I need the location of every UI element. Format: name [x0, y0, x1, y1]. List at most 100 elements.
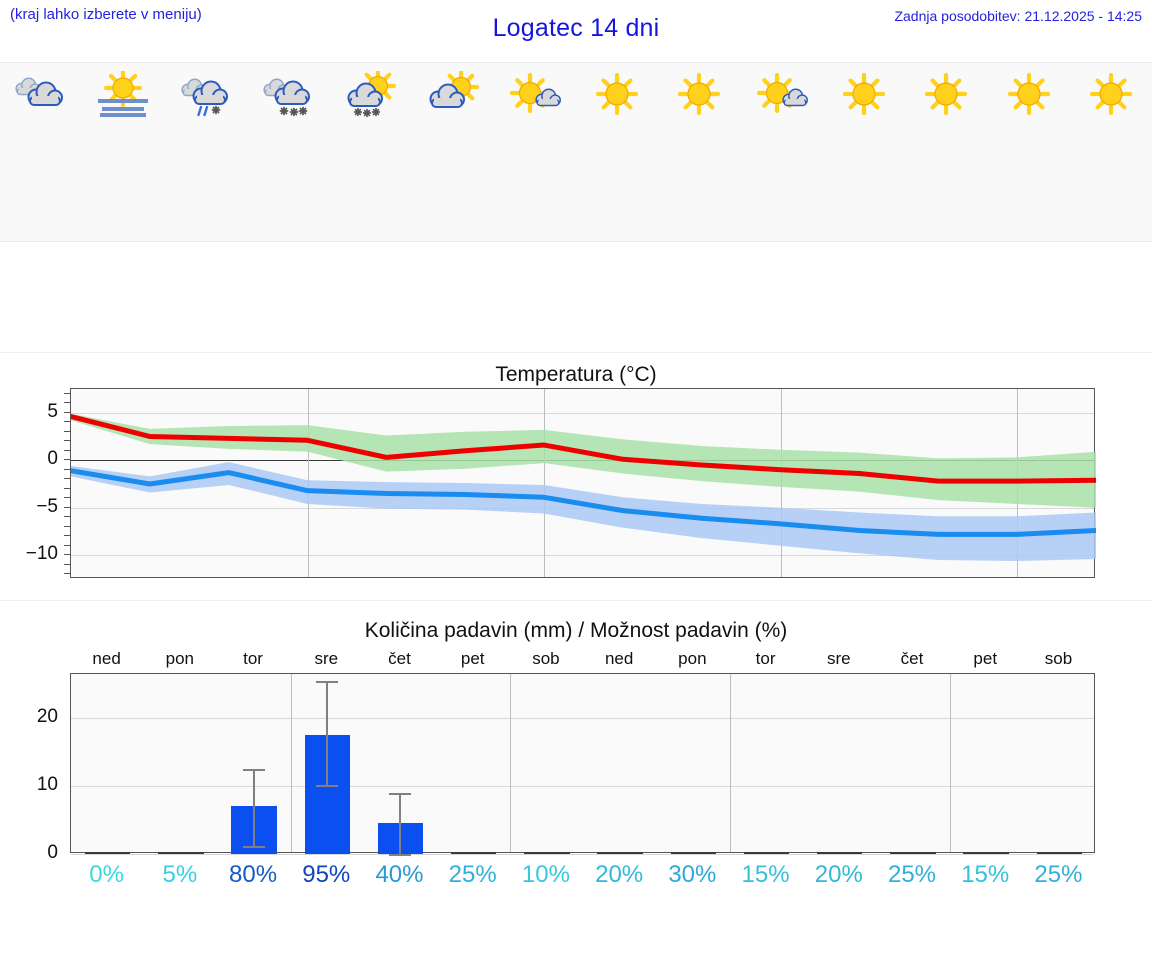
y-axis-tick-mark — [64, 411, 70, 413]
precipitation-probability: 80% — [229, 861, 278, 888]
precipitation-day-label: tor — [755, 649, 776, 668]
gridline-horizontal — [71, 412, 1094, 414]
error-bar-cap — [243, 769, 266, 772]
precipitation-bar-zero — [963, 852, 1009, 854]
precipitation-bar-zero — [1036, 852, 1083, 854]
gridline-vertical — [290, 674, 292, 852]
precipitation-probability: 15% — [741, 861, 790, 888]
precipitation-plot-area — [70, 673, 1095, 856]
sun-icon — [662, 71, 736, 119]
precipitation-probability: 25% — [1034, 861, 1083, 888]
precipitation-probability: 95% — [302, 861, 351, 888]
day-column[interactable] — [0, 63, 82, 241]
precipitation-day-label: pet — [460, 649, 485, 668]
sun-icon — [827, 71, 901, 119]
gridline-horizontal — [71, 718, 1094, 720]
y-axis-tick-label: −5 — [36, 495, 58, 517]
cloud-rain-snow-icon — [169, 71, 243, 119]
gridline-vertical — [949, 674, 951, 852]
gridline-vertical — [510, 674, 512, 852]
precipitation-day-label: pon — [165, 649, 195, 668]
y-axis-tick-mark — [64, 525, 70, 527]
precipitation-day-labels: ned pon tor sre čet pet sob ned pon tor sre čet pet s… — [0, 649, 1152, 669]
precipitation-day-label: ned — [604, 649, 634, 668]
y-axis-tick-label: 10 — [36, 774, 58, 796]
temperature-plot-area — [70, 388, 1096, 578]
y-axis-tick-mark — [64, 487, 70, 489]
day-column[interactable] — [165, 63, 247, 241]
menu-hint-text: (kraj lahko izberete v meniju) — [10, 6, 202, 23]
day-column[interactable] — [329, 63, 411, 241]
y-axis-tick-mark — [64, 563, 70, 565]
gridline-horizontal — [71, 786, 1094, 788]
y-axis-tick-mark — [64, 573, 70, 575]
y-axis-tick-mark — [64, 478, 70, 480]
temperature-chart-panel: Temperatura (°C) 50−5−10 © vreme.us & vr… — [0, 352, 1152, 840]
precipitation-bar-zero — [670, 852, 717, 854]
precipitation-bar-zero — [158, 852, 204, 854]
y-axis-tick-label: −10 — [25, 543, 58, 565]
precipitation-probability: 30% — [668, 861, 717, 888]
precipitation-probability-row: 0% 5% 80% 95% 40% 25% 10% 20% 30% 15% 20% 25% 15% 25% — [0, 861, 1152, 889]
precipitation-day-label: čet — [900, 649, 924, 668]
day-column[interactable] — [82, 63, 164, 241]
precipitation-bar-zero — [524, 852, 570, 854]
page-title: Logatec 14 dni — [492, 14, 660, 42]
day-column[interactable] — [823, 63, 905, 241]
y-axis-tick-mark — [64, 421, 70, 423]
error-bar-cap — [389, 792, 412, 795]
error-bar — [399, 792, 402, 854]
precipitation-bar-zero — [890, 852, 936, 854]
y-axis-tick-label: 20 — [36, 706, 58, 728]
cloudy-icon — [4, 71, 78, 119]
y-axis-tick-mark — [64, 430, 70, 432]
day-column[interactable] — [905, 63, 987, 241]
day-column[interactable] — [247, 63, 329, 241]
precipitation-probability: 20% — [595, 861, 644, 888]
cloud-snow-icon — [251, 71, 325, 119]
precipitation-probability: 15% — [961, 861, 1010, 888]
precipitation-bar-zero — [450, 852, 497, 854]
y-axis-tick-mark — [64, 449, 70, 451]
error-bar — [253, 769, 256, 846]
sun-icon — [1074, 71, 1148, 119]
precipitation-day-label: ned — [92, 649, 121, 668]
error-bar-cap — [316, 680, 339, 683]
sun-cloud-icon — [416, 71, 490, 119]
day-column[interactable] — [494, 63, 576, 241]
precipitation-bar-zero — [597, 852, 643, 854]
day-column[interactable] — [658, 63, 740, 241]
day-column[interactable] — [987, 63, 1069, 241]
y-axis-tick-mark — [64, 459, 70, 461]
precipitation-probability: 40% — [375, 861, 424, 888]
temperature-chart-title: Temperatura (°C) — [495, 363, 657, 386]
sun-fog-icon — [86, 71, 160, 119]
precipitation-day-label: pon — [678, 649, 707, 668]
precipitation-chart-panel: Količina padavin (mm) / Možnost padavin … — [0, 615, 1152, 945]
day-column[interactable] — [576, 63, 658, 241]
error-bar-cap — [316, 784, 339, 787]
precipitation-probability: 5% — [162, 861, 198, 888]
y-axis-tick-mark — [64, 392, 70, 394]
gridline-vertical — [729, 674, 731, 852]
y-axis-tick-label: 0 — [47, 842, 58, 863]
sun-small-cloud-icon — [498, 71, 572, 119]
y-axis-tick-mark — [64, 402, 70, 404]
precipitation-bar-zero — [743, 852, 790, 854]
day-column[interactable] — [741, 63, 823, 241]
precipitation-bar-zero — [817, 852, 863, 854]
precipitation-day-label: sob — [1044, 649, 1073, 668]
precipitation-probability: 25% — [887, 861, 937, 888]
precipitation-chart-title: Količina padavin (mm) / Možnost padavin … — [364, 619, 788, 642]
day-column[interactable] — [411, 63, 493, 241]
y-axis-tick-mark — [64, 554, 70, 556]
day-column[interactable] — [1070, 63, 1152, 241]
y-axis-tick-mark — [64, 535, 70, 537]
y-axis-tick-label: 0 — [47, 448, 58, 470]
gridline-vertical — [544, 389, 546, 577]
sun-icon — [909, 71, 983, 119]
precipitation-day-label: sob — [532, 649, 560, 668]
y-axis-tick-mark — [64, 544, 70, 546]
gridline-horizontal — [71, 854, 1094, 855]
